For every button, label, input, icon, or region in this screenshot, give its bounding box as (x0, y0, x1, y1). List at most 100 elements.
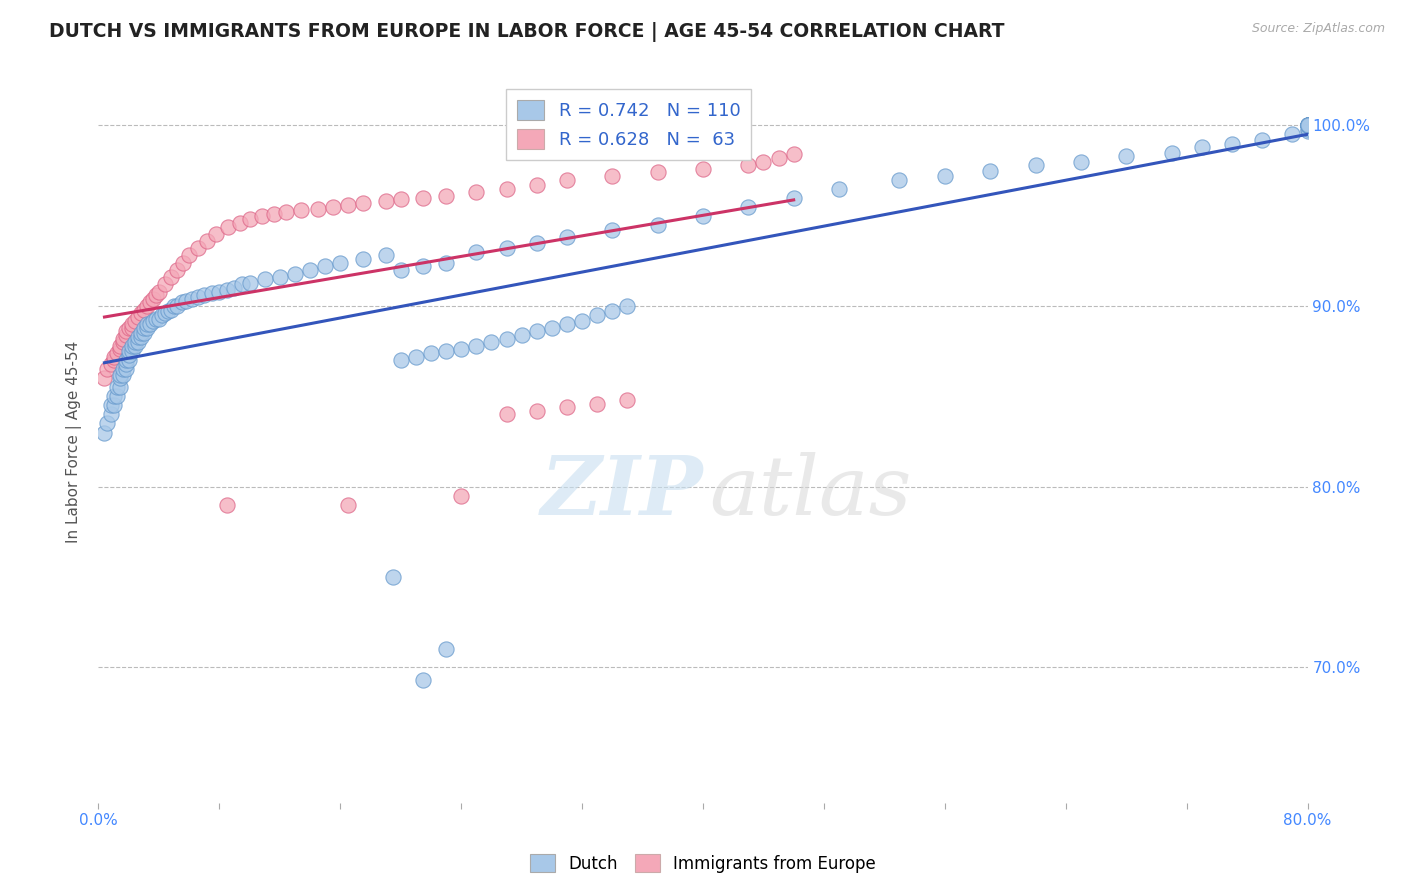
Point (336, 498, 359, 512)
Point (108, 371, 131, 385)
Point (555, 172, 578, 186)
Point (187, 241, 209, 255)
Point (217, 219, 239, 234)
Point (156, 304, 179, 318)
Point (1296, 122, 1319, 136)
Point (434, 256, 457, 270)
Point (1296, 119, 1319, 133)
Point (135, 320, 157, 334)
Point (1070, 154, 1092, 169)
Point (124, 339, 146, 353)
Point (103, 353, 125, 368)
Point (127, 330, 149, 344)
Point (382, 570, 405, 584)
Point (1160, 145, 1182, 160)
Point (103, 389, 125, 403)
Point (586, 308, 609, 322)
Point (205, 227, 228, 241)
Point (239, 276, 262, 290)
Point (193, 288, 215, 302)
Point (195, 234, 218, 248)
Point (108, 368, 131, 382)
Point (124, 335, 146, 350)
Y-axis label: In Labor Force | Age 45-54: In Labor Force | Age 45-54 (66, 341, 83, 542)
Point (783, 191, 806, 205)
Point (263, 207, 285, 221)
Point (170, 295, 193, 310)
Point (121, 320, 143, 334)
Point (495, 241, 517, 255)
Point (153, 306, 176, 320)
Point (586, 396, 609, 410)
Point (153, 277, 176, 292)
Point (737, 158, 759, 172)
Point (420, 346, 443, 360)
Point (314, 260, 336, 274)
Point (495, 408, 517, 422)
Point (96, 417, 118, 431)
Point (783, 147, 806, 161)
Point (118, 348, 141, 362)
Point (121, 344, 143, 359)
Point (979, 163, 1001, 178)
Point (124, 313, 146, 327)
Point (239, 212, 262, 227)
Point (93, 425, 115, 440)
Point (274, 205, 297, 219)
Point (269, 270, 291, 285)
Point (139, 295, 162, 310)
Point (555, 230, 578, 244)
Point (105, 380, 128, 394)
Point (108, 339, 131, 353)
Point (389, 353, 412, 368)
Point (172, 256, 194, 270)
Point (374, 248, 396, 262)
Point (201, 286, 224, 301)
Point (526, 324, 548, 338)
Text: DUTCH VS IMMIGRANTS FROM EUROPE IN LABOR FORCE | AGE 45-54 CORRELATION CHART: DUTCH VS IMMIGRANTS FROM EUROPE IN LABOR… (49, 22, 1005, 42)
Point (692, 209, 714, 223)
Text: ZIP: ZIP (540, 452, 703, 533)
Point (135, 317, 157, 331)
Point (389, 263, 412, 277)
Point (250, 209, 273, 223)
Point (100, 408, 122, 422)
Point (114, 328, 136, 343)
Text: Source: ZipAtlas.com: Source: ZipAtlas.com (1251, 22, 1385, 36)
Point (132, 302, 155, 317)
Point (322, 200, 344, 214)
Point (114, 353, 136, 368)
Point (229, 216, 252, 230)
Point (465, 339, 488, 353)
Point (526, 404, 548, 418)
Point (434, 642, 457, 657)
Point (148, 311, 170, 326)
Point (127, 310, 149, 324)
Point (299, 263, 322, 277)
Point (647, 218, 669, 232)
Point (555, 317, 578, 331)
Point (336, 198, 359, 212)
Point (307, 202, 329, 216)
Point (135, 299, 157, 313)
Text: atlas: atlas (709, 452, 911, 533)
Legend: R = 0.742   N = 110, R = 0.628   N =  63: R = 0.742 N = 110, R = 0.628 N = 63 (506, 89, 751, 160)
Point (1296, 119, 1319, 133)
Point (284, 267, 307, 281)
Point (100, 398, 122, 412)
Point (118, 320, 141, 334)
Point (253, 272, 276, 286)
Point (145, 288, 167, 302)
Point (111, 368, 134, 382)
Point (108, 380, 131, 394)
Point (602, 169, 624, 183)
Point (118, 344, 141, 359)
Point (103, 398, 125, 412)
Point (329, 256, 352, 270)
Point (121, 339, 143, 353)
Point (160, 302, 183, 317)
Point (224, 281, 246, 295)
Point (1296, 119, 1319, 133)
Point (105, 346, 128, 360)
Point (160, 270, 183, 285)
